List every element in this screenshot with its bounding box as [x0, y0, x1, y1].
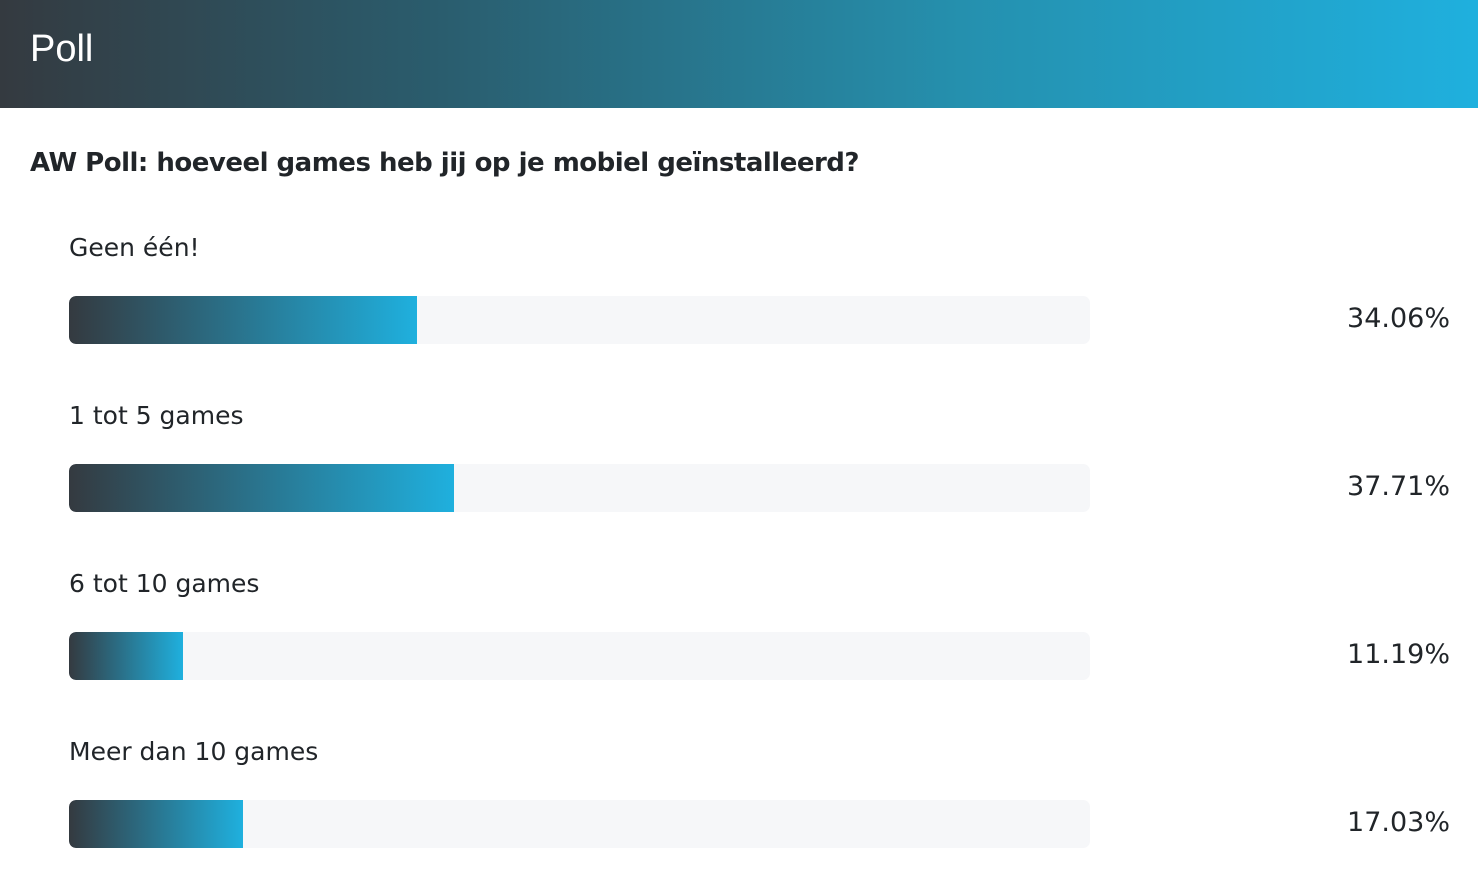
result-bar-track	[69, 632, 1090, 680]
option-percent: 11.19%	[1347, 639, 1450, 670]
result-bar-track	[69, 296, 1090, 344]
poll-option-6-tot-10: 6 tot 10 games 11.19%	[0, 567, 1478, 727]
option-label: 1 tot 5 games	[69, 401, 244, 430]
option-label: 6 tot 10 games	[69, 569, 260, 598]
poll-option-meer-dan-10: Meer dan 10 games 17.03%	[0, 735, 1478, 895]
option-percent: 17.03%	[1347, 807, 1450, 838]
poll-question: AW Poll: hoeveel games heb jij op je mob…	[30, 148, 860, 178]
result-bar-fill	[69, 800, 243, 848]
result-bar-fill	[69, 632, 184, 680]
option-label: Geen één!	[69, 233, 200, 262]
poll-option-geen-een: Geen één! 34.06%	[0, 231, 1478, 391]
option-percent: 34.06%	[1347, 303, 1450, 334]
result-bar-track	[69, 464, 1090, 512]
option-percent: 37.71%	[1347, 471, 1450, 502]
option-label: Meer dan 10 games	[69, 737, 319, 766]
header-title: Poll	[30, 28, 94, 70]
result-bar-fill	[69, 296, 417, 344]
poll-option-1-tot-5: 1 tot 5 games 37.71%	[0, 399, 1478, 559]
poll-header: Poll	[0, 0, 1478, 108]
result-bar-track	[69, 800, 1090, 848]
result-bar-fill	[69, 464, 455, 512]
